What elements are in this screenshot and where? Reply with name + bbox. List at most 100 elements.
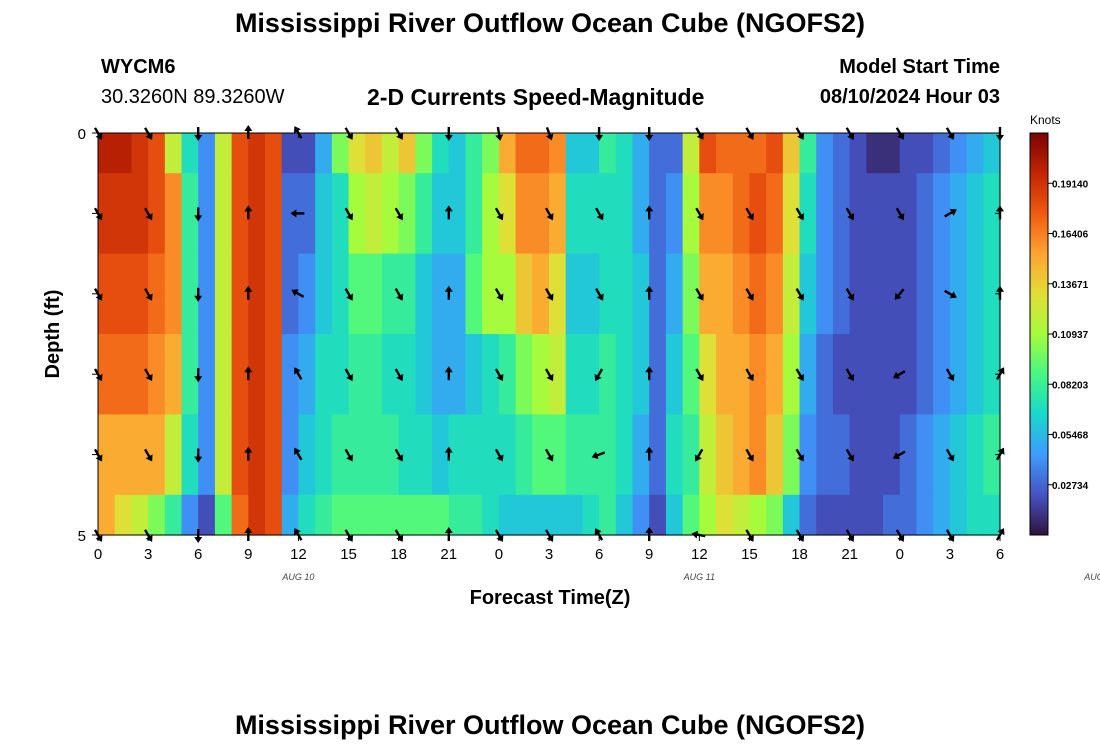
heatmap-cell <box>415 253 433 335</box>
colorbar-ticks: 0.19140 0.16406 0.13671 0.10937 0.08203 0.054… <box>1048 179 1089 492</box>
heatmap-cell <box>699 133 717 174</box>
x-date-label: AUG 11 <box>683 572 715 582</box>
heatmap-cell <box>649 253 667 335</box>
vector-head <box>947 454 955 462</box>
current-vector <box>290 209 305 218</box>
current-vector <box>244 446 253 461</box>
vector-head <box>746 454 754 462</box>
current-vector <box>895 207 905 221</box>
current-vector <box>645 366 654 381</box>
vector-head <box>194 295 203 302</box>
heatmap-cell <box>716 334 734 415</box>
heatmap-cell <box>515 334 533 415</box>
heatmap-cell <box>766 253 784 335</box>
heatmap-cell <box>883 253 901 335</box>
vector-head <box>645 527 654 533</box>
heatmap-cell <box>498 414 517 496</box>
heatmap-cell <box>432 494 450 536</box>
heatmap-cell <box>665 133 684 174</box>
heatmap-cell <box>565 494 583 536</box>
current-vector <box>444 285 453 300</box>
heatmap-cell <box>916 173 934 255</box>
heatmap-cell <box>732 133 751 174</box>
heatmap-cell <box>465 133 483 174</box>
current-vector <box>945 448 955 462</box>
current-vector <box>645 285 654 300</box>
heatmap-cell <box>799 414 817 496</box>
heatmap-cell <box>933 133 951 174</box>
heatmap-cell <box>649 133 667 174</box>
heatmap-cell <box>782 494 801 536</box>
heatmap-cell <box>749 494 767 536</box>
x-date-label: AUG 10 <box>281 572 314 582</box>
current-vector <box>945 368 955 382</box>
heatmap-cell <box>432 414 450 496</box>
heatmap-cell <box>532 414 550 496</box>
current-vector <box>795 448 805 462</box>
heatmap-cell <box>198 133 216 174</box>
heatmap-cell <box>515 414 533 496</box>
current-vector <box>845 368 855 382</box>
heatmap-cell <box>381 494 400 536</box>
current-vector <box>892 450 906 460</box>
vector-head <box>897 132 905 140</box>
heatmap-cell <box>448 253 467 335</box>
current-vector <box>144 207 153 221</box>
heatmap-cell <box>949 414 968 496</box>
heatmap-cell <box>599 253 617 335</box>
vector-head <box>244 366 253 373</box>
current-vector <box>494 529 504 542</box>
current-vector <box>894 288 905 300</box>
heatmap-cell <box>265 173 283 255</box>
heatmap-cell <box>682 334 700 415</box>
heatmap-cell <box>482 334 500 415</box>
heatmap-cell <box>465 334 483 415</box>
heatmap-cell <box>265 494 283 536</box>
heatmap-cell <box>432 253 450 335</box>
vector-head <box>797 454 805 462</box>
heatmap-cell <box>916 494 934 536</box>
current-vector <box>144 448 153 462</box>
heatmap-cell <box>381 133 400 174</box>
vector-head <box>997 447 1005 455</box>
current-vector <box>895 529 905 542</box>
x-tick-label: 3 <box>946 546 954 563</box>
heatmap-cell <box>565 414 583 496</box>
heatmap-cell <box>933 173 951 255</box>
current-vector <box>945 529 955 542</box>
heatmap-cell <box>532 173 550 255</box>
vector-head <box>194 376 203 383</box>
current-vector <box>545 126 554 141</box>
vector-head <box>346 293 354 301</box>
heatmap-cell <box>315 253 333 335</box>
vector-head <box>847 132 855 140</box>
x-tick-label: 3 <box>545 546 553 563</box>
current-vector <box>194 287 203 302</box>
vector-head <box>546 373 554 382</box>
current-vector <box>745 127 754 140</box>
current-vector <box>591 451 606 460</box>
vector-head <box>293 126 301 134</box>
heatmap-cell <box>181 334 199 415</box>
heatmap-cell <box>415 173 433 255</box>
vector-head <box>444 446 453 453</box>
current-vector <box>745 368 754 382</box>
heatmap-cell <box>315 414 333 496</box>
current-vector <box>291 289 305 298</box>
vector-head <box>847 373 855 382</box>
vector-head <box>444 527 453 533</box>
heatmap-cell <box>649 414 667 496</box>
heatmap-cell <box>883 334 901 415</box>
heatmap-cell <box>482 414 500 496</box>
heatmap-cell <box>732 253 751 335</box>
vector-head <box>145 454 153 462</box>
heatmap-cell <box>231 133 249 174</box>
heatmap-cell <box>966 334 984 415</box>
heatmap-cell <box>716 253 734 335</box>
y-tick-label: 5 <box>78 528 86 545</box>
heatmap-cell <box>649 494 667 536</box>
current-vector <box>845 288 855 301</box>
heatmap-cell <box>465 173 483 255</box>
heatmap-cell <box>599 173 617 255</box>
vector-head <box>847 293 855 301</box>
